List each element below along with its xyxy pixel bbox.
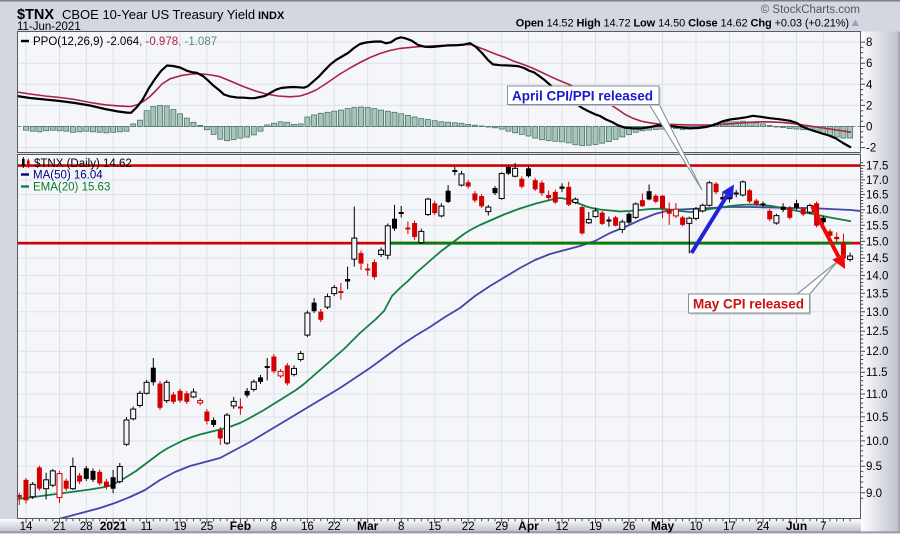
svg-text:12: 12 xyxy=(556,521,569,533)
svg-text:May CPI released: May CPI released xyxy=(693,297,804,312)
svg-text:15.0: 15.0 xyxy=(866,236,888,248)
svg-text:13.5: 13.5 xyxy=(866,288,888,300)
svg-text:Open 14.52 High 14.72 Low 14.5: Open 14.52 High 14.72 Low 14.50 Close 14… xyxy=(516,18,849,30)
svg-text:Feb: Feb xyxy=(230,519,251,533)
svg-text:29: 29 xyxy=(495,521,508,533)
svg-text:24: 24 xyxy=(757,521,770,533)
svg-text:25: 25 xyxy=(201,521,214,533)
svg-text:11.5: 11.5 xyxy=(866,367,888,379)
svg-text:16.5: 16.5 xyxy=(866,190,888,202)
svg-text:19: 19 xyxy=(174,521,187,533)
svg-text:INDX: INDX xyxy=(258,10,285,22)
svg-text:10: 10 xyxy=(690,521,703,533)
svg-text:4: 4 xyxy=(866,79,873,91)
svg-text:0: 0 xyxy=(866,122,872,134)
svg-text:9.0: 9.0 xyxy=(866,488,882,500)
svg-text:12.5: 12.5 xyxy=(866,326,888,338)
svg-text:8: 8 xyxy=(271,521,277,533)
svg-text:CBOE 10-Year US Treasury Yield: CBOE 10-Year US Treasury Yield xyxy=(62,7,255,22)
svg-text:28: 28 xyxy=(80,521,93,533)
svg-text:9.5: 9.5 xyxy=(866,461,882,473)
svg-text:22: 22 xyxy=(462,521,475,533)
svg-text:16.0: 16.0 xyxy=(866,205,888,217)
svg-text:May: May xyxy=(651,519,675,533)
svg-text:16: 16 xyxy=(301,521,314,533)
svg-text:Jun: Jun xyxy=(786,519,807,533)
svg-text:14: 14 xyxy=(20,521,33,533)
svg-text:$TNX: $TNX xyxy=(17,7,54,23)
svg-text:17: 17 xyxy=(723,521,736,533)
svg-text:14.5: 14.5 xyxy=(866,253,888,265)
svg-text:MA(50) 16.04: MA(50) 16.04 xyxy=(33,170,103,182)
svg-text:2: 2 xyxy=(866,100,872,112)
svg-text:© StockCharts.com: © StockCharts.com xyxy=(761,4,860,16)
svg-text:19: 19 xyxy=(589,521,602,533)
svg-text:26: 26 xyxy=(623,521,636,533)
svg-text:-2: -2 xyxy=(866,143,876,155)
svg-text:8: 8 xyxy=(866,37,872,49)
svg-text:15.5: 15.5 xyxy=(866,220,888,232)
svg-text:10.5: 10.5 xyxy=(866,412,888,424)
svg-text:17.0: 17.0 xyxy=(866,175,888,187)
svg-text:10.0: 10.0 xyxy=(866,436,888,448)
svg-text:PPO(12,26,9) -2.064, -0.978, -: PPO(12,26,9) -2.064, -0.978, -1.087 xyxy=(33,36,217,48)
svg-text:7: 7 xyxy=(820,521,826,533)
svg-text:11.0: 11.0 xyxy=(866,389,888,401)
svg-text:11-Jun-2021: 11-Jun-2021 xyxy=(17,21,81,33)
svg-text:15: 15 xyxy=(428,521,441,533)
svg-text:12.0: 12.0 xyxy=(866,346,888,358)
svg-text:17.5: 17.5 xyxy=(866,161,888,173)
svg-text:EMA(20) 15.63: EMA(20) 15.63 xyxy=(33,182,110,194)
svg-text:$TNX (Daily) 14.62: $TNX (Daily) 14.62 xyxy=(34,158,132,170)
svg-text:14.0: 14.0 xyxy=(866,270,888,282)
svg-text:6: 6 xyxy=(866,58,872,70)
svg-text:21: 21 xyxy=(53,521,66,533)
svg-text:11: 11 xyxy=(141,521,153,533)
svg-text:2021: 2021 xyxy=(100,519,127,533)
svg-text:8: 8 xyxy=(398,521,404,533)
svg-text:April CPI/PPI released: April CPI/PPI released xyxy=(512,89,653,104)
svg-text:Mar: Mar xyxy=(357,519,379,533)
svg-text:13.0: 13.0 xyxy=(866,307,888,319)
svg-text:Apr: Apr xyxy=(518,519,539,533)
svg-text:22: 22 xyxy=(328,521,341,533)
